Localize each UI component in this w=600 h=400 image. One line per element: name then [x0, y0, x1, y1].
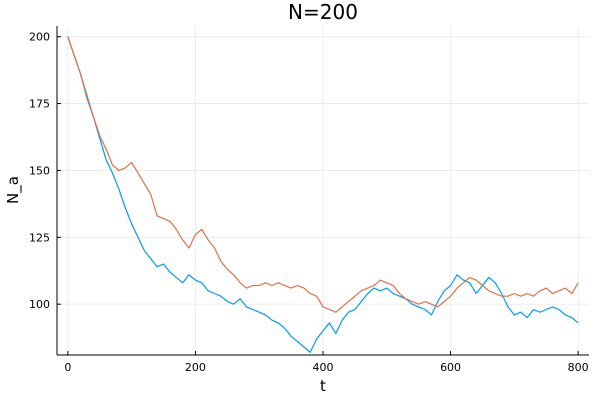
x-tick-label: 800	[568, 361, 589, 374]
y-axis-label: N_a	[4, 176, 23, 204]
y-tick-label: 100	[29, 298, 50, 311]
y-tick-label: 150	[29, 164, 50, 177]
x-tick-label: 0	[64, 361, 71, 374]
series-1-line	[67, 36, 579, 353]
series-2-line	[67, 36, 579, 313]
x-tick-label: 600	[440, 361, 461, 374]
x-axis-label: t	[320, 377, 326, 395]
x-tick-label: 400	[313, 361, 334, 374]
grid	[57, 26, 589, 355]
series-group	[67, 36, 579, 353]
y-tick-label: 175	[29, 98, 50, 111]
y-tick-label: 200	[29, 31, 50, 44]
y-tick-label: 125	[29, 231, 50, 244]
x-tick-label: 200	[185, 361, 206, 374]
chart-title: N=200	[288, 0, 358, 24]
tick-labels: 0 200 400 600 800 100 125 150 175 200	[29, 31, 589, 374]
